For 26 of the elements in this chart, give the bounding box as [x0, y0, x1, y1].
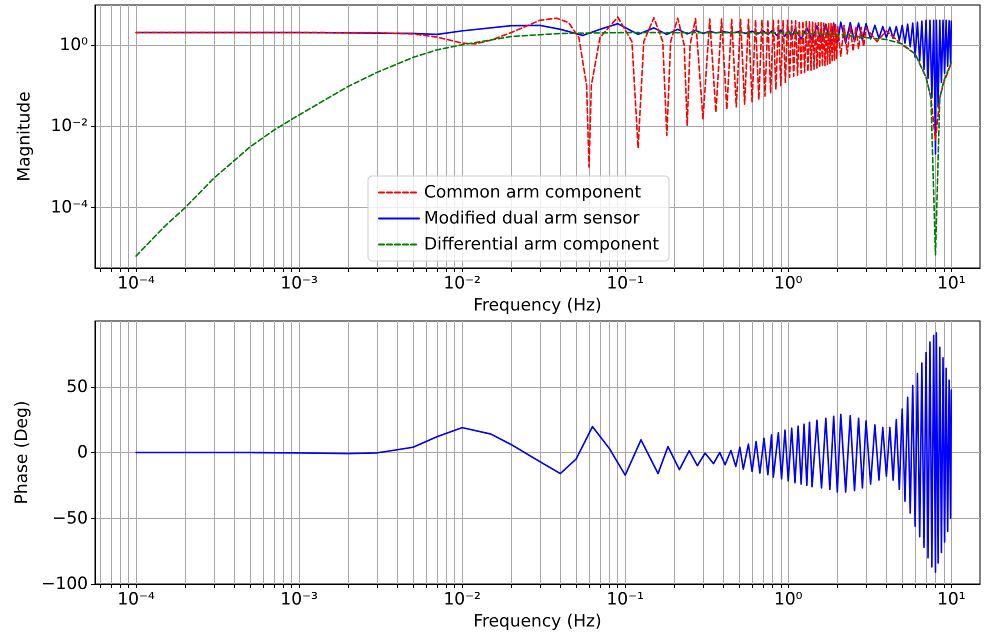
- x-axis-title: Frequency (Hz): [473, 611, 602, 632]
- x-tick-label: 10⁻¹: [606, 274, 644, 294]
- y-tick-label: 0: [77, 442, 88, 462]
- y-axis-title: Magnitude: [14, 91, 34, 182]
- legend-label: Modified dual arm sensor: [424, 208, 640, 228]
- y-tick-label: 10⁰: [60, 34, 88, 55]
- x-tick-label: 10⁻⁴: [117, 274, 155, 294]
- x-axis-title: Frequency (Hz): [473, 295, 602, 316]
- y-tick-label: 50: [66, 376, 88, 397]
- legend-label: Differential arm component: [424, 234, 660, 254]
- x-tick-label: 10⁻¹: [606, 590, 644, 610]
- x-tick-label: 10⁻³: [280, 590, 318, 610]
- x-tick-label: 10⁰: [774, 590, 803, 610]
- x-tick-label: 10¹: [937, 274, 966, 294]
- x-tick-label: 10¹: [937, 590, 966, 610]
- y-axis-title: Phase (Deg): [12, 400, 32, 504]
- x-tick-label: 10⁰: [774, 274, 803, 294]
- x-tick-label: 10⁻²: [443, 274, 481, 294]
- y-tick-label: 10⁻²: [50, 116, 88, 136]
- y-tick-label: 10⁻⁴: [50, 198, 88, 218]
- y-tick-label: −100: [41, 574, 88, 594]
- x-tick-label: 10⁻²: [443, 590, 481, 610]
- x-tick-label: 10⁻³: [280, 274, 318, 294]
- y-tick-label: −50: [52, 508, 88, 528]
- x-tick-label: 10⁻⁴: [117, 590, 155, 610]
- legend-label: Common arm component: [424, 182, 642, 202]
